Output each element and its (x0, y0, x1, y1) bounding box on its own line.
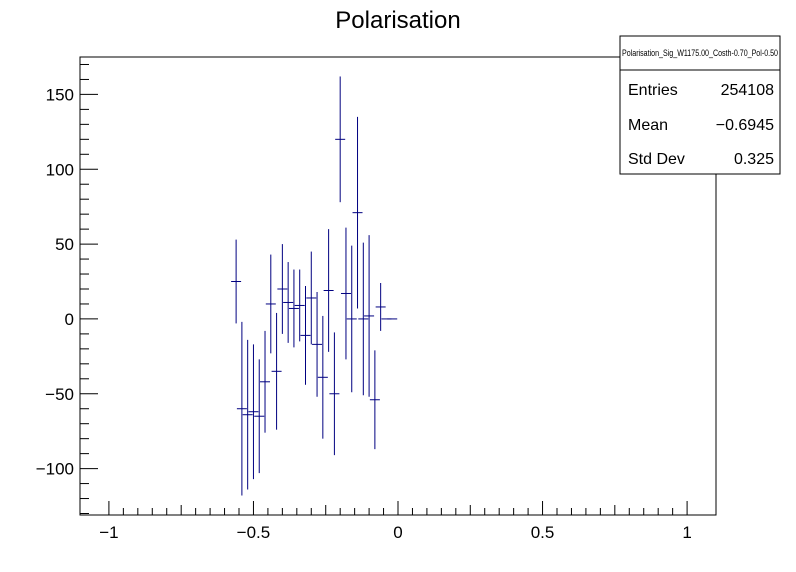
x-tick-label: 1 (682, 523, 691, 542)
stats-stddev-label: Std Dev (628, 151, 685, 168)
data-point (283, 262, 294, 343)
x-tick-label: −0.5 (237, 523, 271, 542)
x-tick-label: 0.5 (531, 523, 555, 542)
data-point (231, 239, 242, 324)
data-point (364, 235, 375, 397)
data-point (288, 269, 299, 348)
data-points (231, 76, 398, 496)
data-point (254, 359, 265, 474)
data-point (306, 251, 317, 345)
data-point (236, 321, 247, 496)
data-point (300, 286, 311, 385)
data-point (323, 229, 334, 352)
y-tick-label: 0 (65, 310, 74, 329)
data-point (242, 339, 253, 490)
x-axis: −1 −0.5 0 0.5 1 (99, 501, 692, 542)
x-tick-label: 0 (393, 523, 402, 542)
data-point (317, 315, 328, 439)
chart-title: Polarisation (335, 7, 460, 34)
data-point (329, 332, 340, 456)
stats-entries-value: 254108 (721, 82, 774, 99)
data-point (340, 227, 351, 360)
y-tick-label: −50 (45, 385, 74, 404)
stats-box: Polarisation_Sig_W1175.00_Costh-0.70_Pol… (619, 35, 781, 175)
data-point (358, 242, 369, 396)
stats-stddev-value: 0.325 (734, 151, 774, 168)
y-tick-label: 150 (46, 85, 74, 104)
data-point (352, 116, 363, 309)
data-point (312, 291, 323, 397)
data-point (248, 344, 259, 480)
data-point (346, 245, 357, 393)
data-point (265, 254, 276, 354)
stats-histogram-name: Polarisation_Sig_W1175.00_Costh-0.70_Pol… (622, 48, 778, 58)
data-point (335, 76, 346, 203)
y-tick-label: −100 (36, 460, 74, 479)
data-point (271, 312, 282, 430)
stats-entries-label: Entries (628, 82, 678, 99)
stats-mean-label: Mean (628, 117, 668, 134)
data-point (294, 269, 305, 342)
data-point (375, 283, 386, 331)
x-tick-label: −1 (99, 523, 118, 542)
stats-mean-value: −0.6945 (716, 117, 774, 134)
data-point (277, 244, 288, 334)
data-point (369, 350, 380, 450)
y-tick-label: 50 (55, 235, 74, 254)
data-point (260, 330, 271, 433)
stats-box-frame (619, 35, 781, 175)
y-tick-label: 100 (46, 160, 74, 179)
y-axis: −100 −50 0 50 100 150 (36, 63, 98, 515)
